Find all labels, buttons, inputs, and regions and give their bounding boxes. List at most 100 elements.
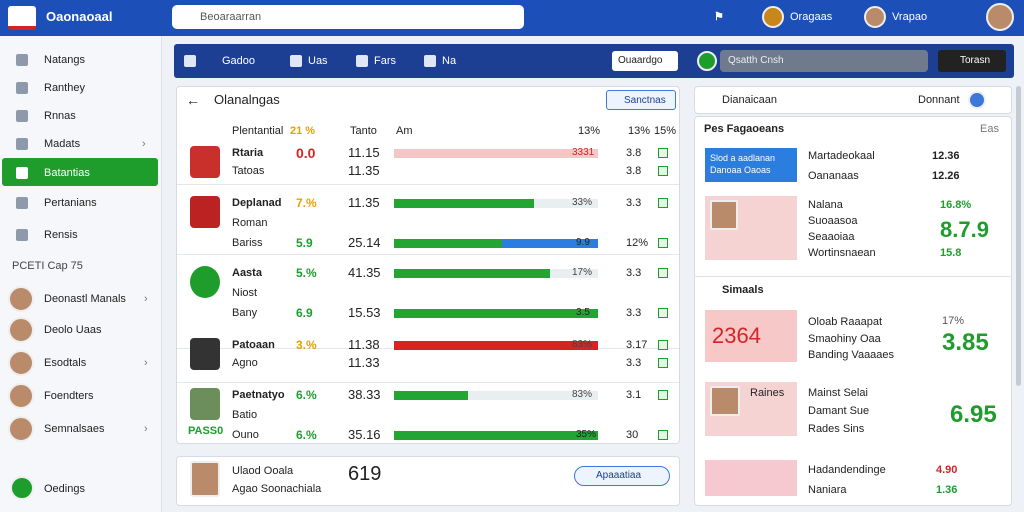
chevron: › xyxy=(142,138,146,150)
tab[interactable]: Fars xyxy=(374,55,396,67)
check xyxy=(658,340,668,350)
label: Eas xyxy=(980,123,999,135)
bar-label: 17% xyxy=(572,267,593,278)
active-item[interactable] xyxy=(2,158,158,186)
nav-item[interactable]: Rnnas xyxy=(44,110,76,122)
bar xyxy=(394,269,550,278)
team-name: Batio xyxy=(232,409,258,421)
pct: 5.% xyxy=(296,266,317,280)
logo xyxy=(8,6,36,30)
avatar xyxy=(8,317,34,343)
label: Slod a aadlanan Danoaa Oaoas xyxy=(710,153,776,175)
tab[interactable]: Uas xyxy=(308,55,328,67)
select[interactable] xyxy=(612,51,678,71)
bell[interactable]: ⚑ xyxy=(714,11,724,23)
nav-item[interactable]: Pertanians xyxy=(44,197,97,209)
avatar xyxy=(8,286,34,312)
nav-item[interactable]: Batantias xyxy=(44,167,90,179)
club-badge xyxy=(762,6,784,28)
scrollbar[interactable] xyxy=(1016,86,1021,386)
bar-label: 33% xyxy=(572,197,593,208)
label: 1.36 xyxy=(936,484,958,496)
value: 41.35 xyxy=(348,265,381,280)
label: Olanalngas xyxy=(214,92,280,107)
column-header: 21 % xyxy=(290,125,316,137)
team-logo xyxy=(190,388,220,420)
num: 3.17 xyxy=(626,339,648,351)
search-box[interactable] xyxy=(172,5,524,29)
label: Pes Fagaoeans xyxy=(704,123,785,135)
label: Martadeokaal xyxy=(808,150,875,162)
label: Torasn xyxy=(960,55,991,66)
label: Oaonaoaal xyxy=(46,9,113,24)
divider xyxy=(177,254,679,255)
button[interactable] xyxy=(574,466,670,486)
label: Sanctnas xyxy=(624,95,666,106)
person[interactable]: Deonastl Manals xyxy=(44,293,126,305)
divider xyxy=(177,382,679,383)
bar-label: 3.5 xyxy=(576,307,590,318)
button[interactable] xyxy=(938,50,1006,72)
thumb xyxy=(705,460,797,496)
label: Oananaas xyxy=(808,170,859,182)
avatar xyxy=(8,416,34,442)
avatar[interactable] xyxy=(986,3,1014,31)
bar xyxy=(394,149,598,158)
bar-label: 9.9 xyxy=(576,237,590,248)
bar-label: 35% xyxy=(576,429,597,440)
label: Simaals xyxy=(722,284,764,296)
back[interactable]: ← xyxy=(186,92,200,108)
label: Apaaatiaa xyxy=(596,470,642,481)
label: 2364 xyxy=(712,323,761,348)
label: Donnant xyxy=(918,94,960,106)
nav-icon xyxy=(16,229,28,241)
label: 15.8 xyxy=(940,247,962,259)
check xyxy=(658,166,668,176)
num: 30 xyxy=(626,429,639,441)
team-name: Tatoas xyxy=(232,165,265,177)
person[interactable]: Semnalsaes xyxy=(44,423,105,435)
pct: 7.% xyxy=(296,196,317,210)
nav-item[interactable]: Ranthey xyxy=(44,82,85,94)
label: Nalana xyxy=(808,199,843,211)
button[interactable] xyxy=(606,90,676,110)
nav-item[interactable]: Natangs xyxy=(44,54,85,66)
num: 3.8 xyxy=(626,165,642,177)
search-card xyxy=(694,86,1012,114)
tab-icon xyxy=(184,55,196,67)
num: 3.8 xyxy=(626,147,642,159)
value: 11.33 xyxy=(348,355,380,370)
pill[interactable] xyxy=(720,50,928,72)
nav-item[interactable]: Rensis xyxy=(44,229,78,241)
value: 35.16 xyxy=(348,427,381,442)
label: Mainst Selai xyxy=(808,387,868,399)
toggle[interactable] xyxy=(968,91,986,109)
info-box xyxy=(705,148,797,182)
column-header: Am xyxy=(396,125,413,137)
nav-item[interactable]: Madats xyxy=(44,138,81,150)
label: 8.7.9 xyxy=(940,217,989,242)
label: Ouaardgo xyxy=(618,55,663,66)
pct: 5.9 xyxy=(296,236,313,250)
tab[interactable]: Na xyxy=(442,55,457,67)
column-header: Tanto xyxy=(350,125,377,137)
tag: PASS0 xyxy=(188,425,224,437)
team-name: Agno xyxy=(232,357,258,369)
label: 16.8% xyxy=(940,199,972,211)
person[interactable]: Esodtals xyxy=(44,357,87,369)
person[interactable]: Foendters xyxy=(44,390,94,402)
team-logo xyxy=(190,146,220,178)
label: Suoaasoa xyxy=(808,215,858,227)
pct: 3.% xyxy=(296,338,317,352)
check xyxy=(658,308,668,318)
num: 12% xyxy=(626,237,649,249)
tab[interactable]: Gadoo xyxy=(222,55,256,67)
person[interactable]: Deolo Uaas xyxy=(44,324,102,336)
bar-track xyxy=(394,391,598,400)
nav-icon xyxy=(16,54,28,66)
bar-label: 3331 xyxy=(572,147,595,158)
team-name: Rtaria xyxy=(232,147,264,159)
avatar xyxy=(8,350,34,376)
nav-icon xyxy=(16,167,28,179)
